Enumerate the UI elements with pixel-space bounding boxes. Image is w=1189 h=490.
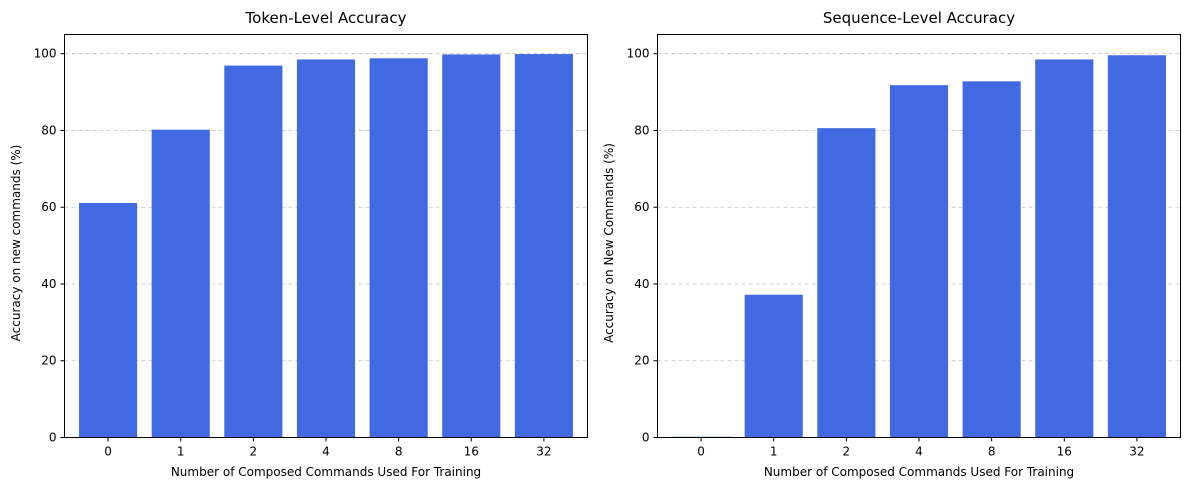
bar-0: [79, 202, 138, 438]
y-tick-label: 60: [41, 200, 56, 214]
chart-title: Token-Level Accuracy: [245, 9, 407, 27]
bar-32: [514, 54, 573, 438]
x-tick-label: 0: [104, 445, 112, 459]
ticks: 0 20 40 60 80 100 0 1 2 4 8 16 32: [34, 47, 552, 459]
x-tick-label: 32: [1129, 445, 1144, 459]
sequence-level-chart: Sequence-Level Accuracy Number of Compos…: [602, 9, 1181, 479]
x-tick-label: 8: [988, 445, 996, 459]
y-axis-label: Accuracy on New Commands (%): [602, 143, 616, 343]
token-level-chart: Token-Level Accuracy Number of Composed …: [9, 9, 588, 479]
bar-8: [962, 81, 1021, 438]
x-tick-label: 32: [536, 445, 551, 459]
y-tick-label: 20: [41, 354, 56, 368]
bar-16: [1035, 59, 1094, 438]
x-axis-label: Number of Composed Commands Used For Tra…: [764, 465, 1074, 479]
bars: [79, 54, 573, 438]
bar-32: [1107, 55, 1166, 438]
y-tick-label: 80: [634, 123, 649, 137]
bar-1: [744, 294, 803, 438]
y-tick-label: 20: [634, 354, 649, 368]
bar-2: [224, 65, 283, 438]
plot-frame: [64, 34, 588, 438]
bar-16: [442, 54, 501, 438]
x-tick-label: 1: [770, 445, 778, 459]
y-axis-label: Accuracy on new commands (%): [9, 145, 23, 342]
x-tick-label: 1: [177, 445, 185, 459]
x-tick-label: 2: [843, 445, 851, 459]
ticks: 0 20 40 60 80 100 0 1 2 4 8 16 32: [627, 47, 1145, 459]
x-axis-label: Number of Composed Commands Used For Tra…: [171, 465, 481, 479]
y-tick-label: 40: [634, 277, 649, 291]
x-tick-label: 4: [915, 445, 923, 459]
bar-4: [296, 59, 356, 438]
x-tick-label: 16: [1057, 445, 1072, 459]
x-tick-label: 16: [464, 445, 479, 459]
y-tick-label: 0: [642, 431, 650, 445]
x-tick-label: 8: [395, 445, 403, 459]
bar-8: [369, 58, 428, 438]
bars: [672, 55, 1166, 438]
y-tick-label: 60: [634, 200, 649, 214]
y-tick-label: 40: [41, 277, 56, 291]
x-tick-label: 4: [322, 445, 330, 459]
bar-2: [817, 128, 876, 438]
x-tick-label: 0: [697, 445, 705, 459]
y-tick-label: 0: [49, 431, 57, 445]
y-tick-label: 100: [627, 47, 650, 61]
chart-title: Sequence-Level Accuracy: [823, 9, 1015, 27]
bar-1: [151, 129, 210, 438]
y-tick-label: 100: [34, 47, 57, 61]
x-tick-label: 2: [250, 445, 258, 459]
plot-frame: [657, 34, 1181, 438]
y-tick-label: 80: [41, 123, 56, 137]
bar-4: [889, 85, 949, 438]
